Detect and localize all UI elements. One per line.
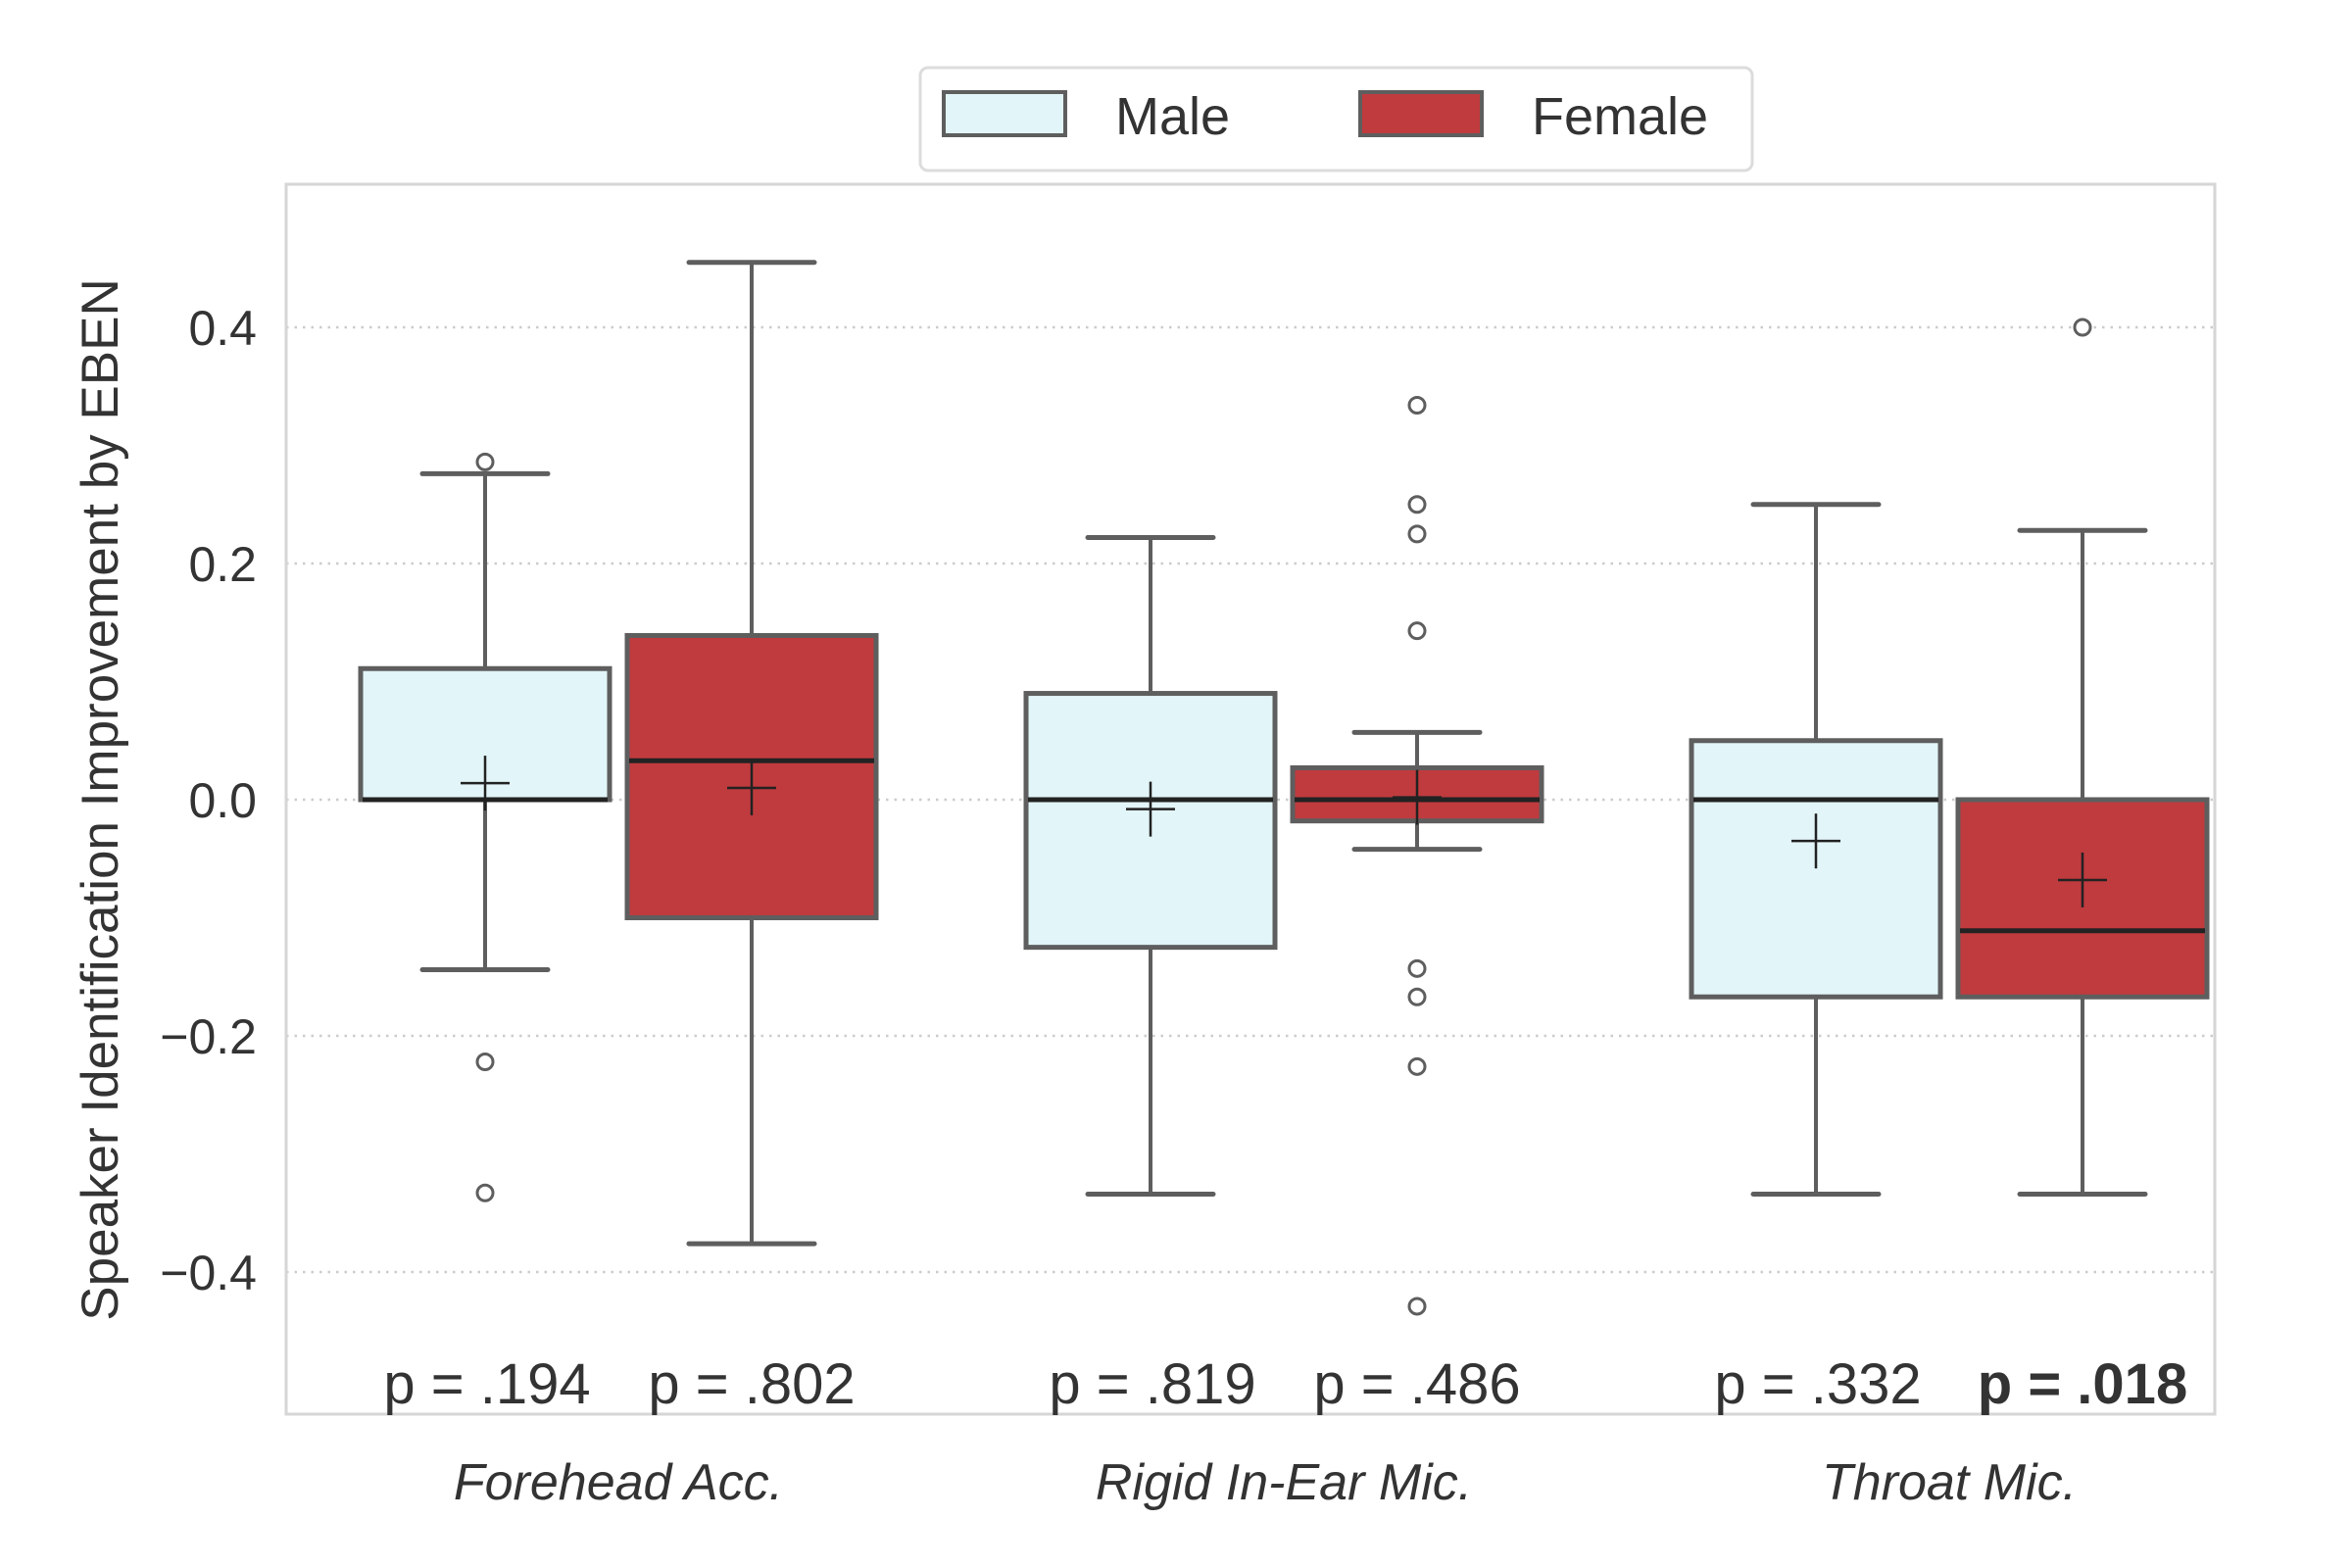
outlier-point	[1407, 1056, 1427, 1076]
box-female-1	[1290, 396, 1544, 1316]
outlier-point	[1407, 958, 1427, 978]
outlier-point	[2073, 318, 2092, 337]
box-male-0	[358, 452, 612, 1202]
box-male-2	[1689, 502, 1943, 1197]
y-axis-ticks: 0.4 0.2 0.0 −0.2 −0.4	[160, 301, 257, 1300]
p-value-label: p = .332	[1714, 1352, 1921, 1416]
iqr-box	[1689, 738, 1943, 1000]
p-value-label: p = .819	[1049, 1352, 1255, 1416]
legend-swatch-male	[942, 90, 1067, 137]
box-female-2	[1955, 318, 2210, 1197]
box-male-1	[1023, 534, 1278, 1197]
x-category-label: Forehead Acc.	[454, 1454, 783, 1511]
outlier-point	[475, 1053, 495, 1072]
p-value-label: p = .194	[383, 1352, 590, 1416]
legend-frame	[918, 66, 1754, 172]
y-tick-label: −0.4	[160, 1246, 257, 1300]
p-value-label: p = .486	[1313, 1352, 1520, 1416]
x-axis-category-labels: Forehead Acc. Rigid In-Ear Mic. Throat Mic…	[454, 1454, 2077, 1511]
outlier-point	[475, 1183, 495, 1202]
x-category-label: Throat Mic.	[1822, 1454, 2077, 1511]
y-axis-title: Speaker Identification Improvement by EB…	[72, 278, 129, 1320]
legend-item-female[interactable]: Female	[1358, 87, 1708, 146]
plot-frame	[284, 182, 2217, 1416]
outlier-point	[1407, 524, 1427, 544]
outlier-point	[1407, 621, 1427, 641]
legend-label-female: Female	[1532, 87, 1708, 146]
outlier-point	[475, 452, 495, 471]
legend-swatch-female	[1358, 90, 1484, 137]
y-tick-label: −0.2	[160, 1009, 257, 1064]
outlier-point	[1407, 1297, 1427, 1316]
legend: Male Female	[918, 66, 1754, 172]
y-tick-label: 0.0	[188, 773, 257, 828]
boxes	[358, 260, 2210, 1316]
legend-item-male[interactable]: Male	[942, 87, 1230, 146]
y-tick-label: 0.2	[188, 537, 257, 592]
box-female-0	[624, 260, 879, 1247]
x-category-label: Rigid In-Ear Mic.	[1096, 1454, 1472, 1511]
p-value-label: p = .018	[1978, 1352, 2187, 1416]
outlier-point	[1407, 396, 1427, 416]
y-tick-label: 0.4	[188, 301, 257, 356]
p-value-labels: p = .194 p = .819 p = .332 p = .802 p = .486…	[383, 1352, 2187, 1416]
outlier-point	[1407, 987, 1427, 1006]
outlier-point	[1407, 495, 1427, 514]
legend-label-male: Male	[1115, 87, 1230, 146]
p-value-label: p = .802	[648, 1352, 855, 1416]
